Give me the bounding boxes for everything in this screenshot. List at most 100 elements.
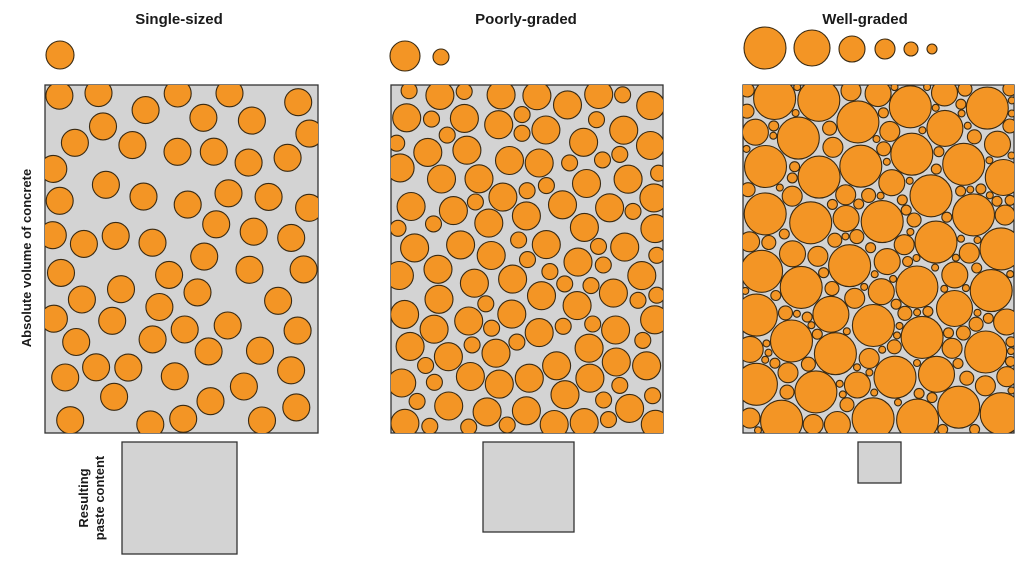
aggregate-particle	[823, 410, 851, 433]
aggregate-particle	[129, 182, 158, 211]
aggregate-particle	[189, 103, 218, 132]
aggregate-particle	[900, 204, 912, 216]
aggregate-particle	[760, 399, 804, 433]
aggregate-particle	[229, 372, 258, 401]
aggregate-particle	[893, 398, 903, 407]
aggregate-particle	[1002, 118, 1014, 134]
aggregate-particle	[391, 260, 414, 291]
aggregate-particle	[624, 202, 642, 220]
aggregate-particle	[131, 96, 160, 125]
aggregate-particle	[170, 315, 199, 344]
aggregate-particle	[905, 176, 914, 185]
aggregate-particle	[800, 356, 816, 372]
aggregate-particle	[239, 217, 268, 246]
aggregate-particle	[895, 321, 904, 330]
aggregate-particle	[973, 235, 982, 245]
aggregate-particle	[391, 408, 420, 433]
aggregate-particle	[391, 219, 407, 237]
aggregate-particle	[762, 339, 771, 348]
aggregate-particle	[183, 278, 212, 307]
aggregate-particle	[67, 285, 96, 314]
concrete-volume-single-sized	[44, 84, 319, 434]
aggregate-particle	[202, 210, 231, 239]
aggregate-particle	[62, 327, 91, 357]
aggregate-particle	[892, 331, 902, 340]
aggregate-particle	[426, 164, 457, 194]
aggregate-particle	[918, 126, 927, 135]
aggregate-particle	[601, 347, 631, 377]
aggregate-particle	[552, 90, 583, 120]
size-legend-single-sized	[45, 40, 75, 70]
aggregate-particle	[852, 363, 862, 372]
aggregate-particle	[835, 379, 844, 388]
aggregate-particle	[163, 137, 192, 166]
aggregate-particle	[438, 126, 456, 144]
aggregate-particle	[449, 103, 479, 133]
aggregate-particle	[199, 137, 228, 166]
aggregate-particle	[295, 119, 318, 148]
aggregate-particle	[511, 396, 541, 426]
aggregate-particle	[391, 134, 406, 152]
aggregate-particle	[531, 115, 561, 145]
aggregate-particle	[569, 127, 599, 157]
aggregate-particle	[601, 315, 631, 345]
aggregate-particle	[895, 265, 939, 309]
aggregate-particle	[906, 227, 915, 236]
legend-aggregate-micro	[926, 43, 938, 55]
aggregate-particle	[629, 291, 647, 309]
legend-aggregate-large	[389, 40, 421, 72]
aggregate-particle	[877, 107, 889, 119]
aggregate-particle	[851, 303, 895, 348]
aggregate-particle	[400, 85, 418, 100]
aggregate-particle	[922, 305, 934, 317]
aggregate-particle	[860, 200, 904, 244]
aggregate-particle	[635, 130, 663, 161]
aggregate-particle	[786, 172, 798, 184]
aggregate-particle	[45, 221, 67, 250]
aggregate-particle	[964, 330, 1008, 374]
aggregate-particle	[474, 208, 504, 238]
aggregate-particle	[838, 390, 847, 399]
aggregate-particle	[539, 409, 569, 433]
aggregate-particle	[163, 85, 192, 108]
aggregate-particle	[160, 362, 189, 391]
aggregate-particle	[974, 375, 996, 397]
aggregate-particle	[870, 270, 879, 279]
aggregate-particle	[1004, 194, 1014, 206]
aggregate-particle	[743, 407, 761, 429]
aggregate-particle	[613, 164, 643, 194]
aggregate-particle	[743, 118, 769, 146]
aggregate-particle	[879, 120, 901, 142]
aggregate-particle	[959, 370, 975, 386]
aggregate-particle	[101, 221, 130, 250]
aggregate-particle	[878, 345, 887, 354]
aggregate-particle	[273, 143, 302, 172]
aggregate-particle	[82, 353, 111, 382]
aggregate-particle	[460, 418, 478, 433]
aggregate-particle	[769, 131, 778, 140]
aggregate-particle	[214, 179, 243, 208]
aggregate-particle	[963, 121, 972, 130]
aggregate-particle	[421, 417, 439, 433]
aggregate-particle	[277, 356, 306, 385]
aggregate-particle	[632, 351, 662, 381]
aggregate-particle	[836, 100, 880, 144]
aggregate-particle	[828, 244, 872, 288]
aggregate-particle	[769, 319, 814, 363]
aggregate-particle	[518, 251, 537, 269]
aggregate-particle	[768, 120, 780, 132]
aggregate-particle	[408, 392, 426, 410]
aggregate-particle	[971, 262, 983, 274]
aggregate-particle	[611, 145, 629, 163]
aggregate-particle	[769, 357, 781, 369]
aggregate-particle	[770, 289, 782, 302]
aggregate-particle	[611, 376, 629, 394]
aggregate-particle	[609, 115, 639, 145]
aggregate-particle	[1007, 109, 1014, 118]
aggregate-particle	[779, 265, 823, 309]
aggregate-particle	[446, 230, 476, 260]
aggregate-particle	[826, 198, 838, 210]
aggregate-particle	[100, 382, 129, 411]
aggregate-particle	[1006, 347, 1014, 356]
aggregate-particle	[942, 327, 955, 339]
